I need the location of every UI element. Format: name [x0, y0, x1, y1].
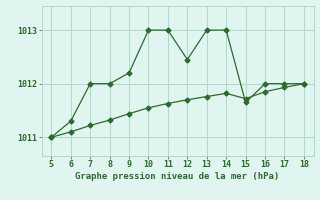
- X-axis label: Graphe pression niveau de la mer (hPa): Graphe pression niveau de la mer (hPa): [76, 172, 280, 181]
